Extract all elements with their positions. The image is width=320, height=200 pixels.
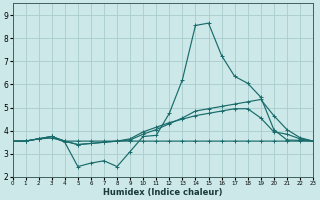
X-axis label: Humidex (Indice chaleur): Humidex (Indice chaleur) (103, 188, 222, 197)
